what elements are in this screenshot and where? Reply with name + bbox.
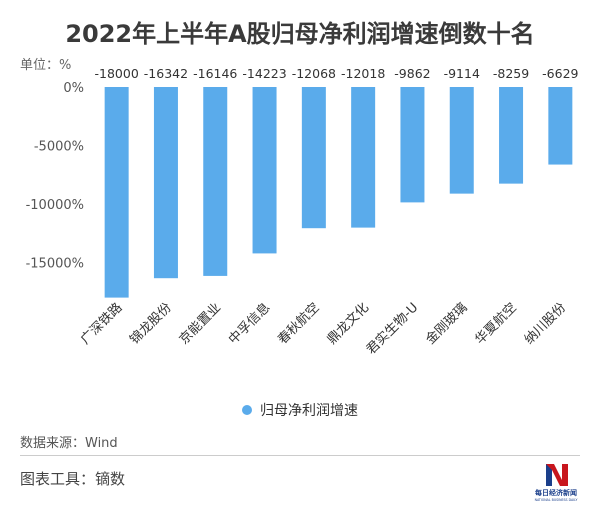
chart-title: 2022年上半年A股归母净利润增速倒数十名 <box>65 20 535 48</box>
x-tick-label: 纳川股份 <box>522 300 569 347</box>
chart-tool-credit: 图表工具：镝数 <box>20 470 126 488</box>
data-label: -9114 <box>444 66 480 81</box>
data-label: -6629 <box>542 66 578 81</box>
bar <box>104 87 129 298</box>
nbd-logo: 每日经济新闻 NATIONAL BUSINESS DAILY <box>535 464 578 502</box>
svg-text:每日经济新闻: 每日经济新闻 <box>535 488 577 497</box>
svg-text:NATIONAL BUSINESS DAILY: NATIONAL BUSINESS DAILY <box>535 498 578 502</box>
x-tick-label: 中孚信息 <box>225 300 273 348</box>
value-labels-group: -18000 -16342 -16146 -14223 -12068 -12018 -986… <box>95 66 579 81</box>
data-source: 数据来源：Wind <box>20 436 118 451</box>
legend: 归母净利润增速 <box>0 400 600 420</box>
bars-group <box>104 87 573 298</box>
x-tick-label: 锦龙股份 <box>127 300 174 347</box>
unit-label: 单位：% <box>20 58 72 73</box>
y-tick-label: -5000% <box>34 140 84 155</box>
data-label: -9862 <box>394 66 430 81</box>
data-label: -16146 <box>193 66 237 81</box>
data-label: -18000 <box>95 66 139 81</box>
x-tick-label: 广深铁路 <box>77 300 125 348</box>
bar <box>203 87 228 276</box>
bar-chart: 0% -5000% -10000% -15000% -18000 -16342 -1614… <box>26 66 579 358</box>
legend-label: 归母净利润增速 <box>260 403 358 419</box>
y-tick-label: -10000% <box>26 198 84 213</box>
data-label: -12018 <box>341 66 385 81</box>
y-tick-label: -15000% <box>26 257 84 272</box>
bar <box>351 87 376 228</box>
bar <box>449 87 474 194</box>
x-tick-label: 鼎龙文化 <box>325 300 372 347</box>
footer-divider <box>20 455 580 456</box>
bar <box>153 87 178 279</box>
data-label: -16342 <box>144 66 188 81</box>
bar <box>499 87 524 184</box>
data-label: -8259 <box>493 66 529 81</box>
bar <box>301 87 326 229</box>
x-tick-label: 君实生物-U <box>364 300 421 357</box>
y-axis: 0% -5000% -10000% -15000% <box>26 81 84 272</box>
y-tick-label: 0% <box>63 81 84 96</box>
x-tick-label: 春秋航空 <box>275 300 323 348</box>
x-tick-label: 金刚玻璃 <box>422 300 470 348</box>
bar <box>548 87 573 165</box>
data-label: -14223 <box>242 66 286 81</box>
data-label: -12068 <box>292 66 336 81</box>
legend-swatch <box>242 405 252 415</box>
x-tick-label: 华夏航空 <box>472 300 520 348</box>
bar <box>252 87 277 254</box>
bar <box>400 87 425 203</box>
x-tick-label: 京能置业 <box>177 300 224 347</box>
